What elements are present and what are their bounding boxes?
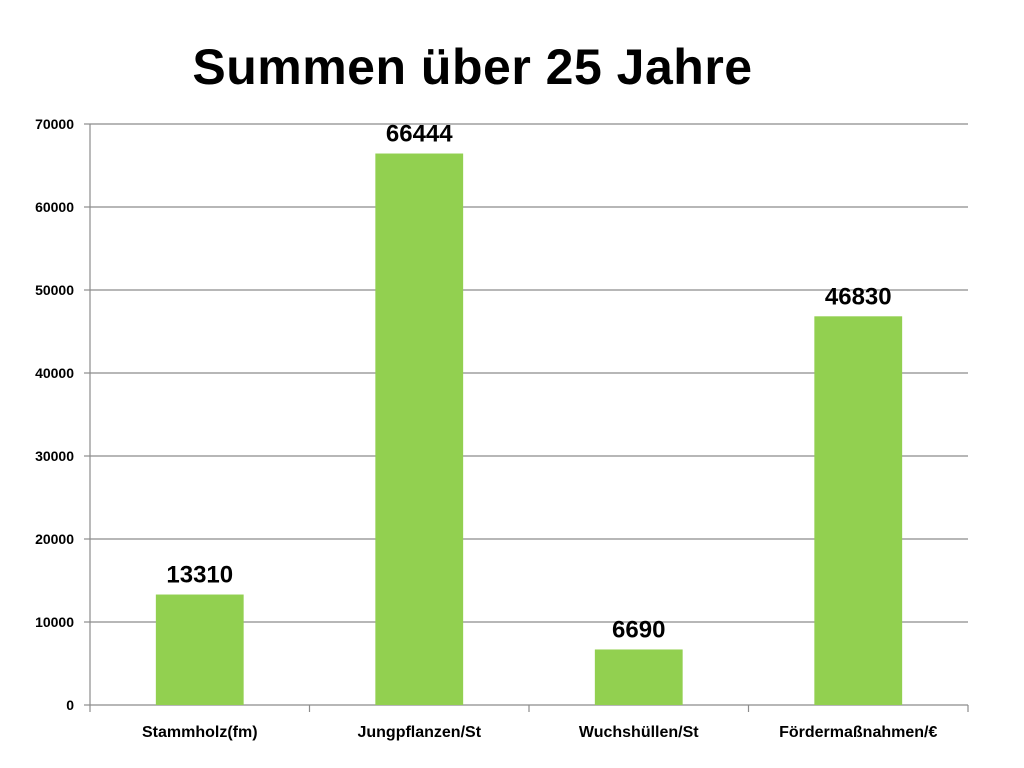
y-tick-label: 70000 [35,116,74,132]
x-tick-label: Wuchshüllen/St [579,724,699,741]
data-labels: 13310 66444 6690 46830 [166,121,891,644]
bar [594,649,683,705]
y-tick-label: 40000 [35,365,74,381]
bars [155,153,903,706]
y-tick-label: 20000 [35,531,74,547]
bar [814,316,903,705]
chart-title: Summen über 25 Jahre [192,39,753,95]
bar [375,153,464,706]
x-tick-label: Jungpflanzen/St [357,724,481,741]
x-axis-tick-labels: Stammholz(fm) Jungpflanzen/St Wuchshüllen/… [142,724,938,741]
y-tick-label: 60000 [35,199,74,215]
y-tick-label: 50000 [35,282,74,298]
x-tick-label: Stammholz(fm) [142,724,258,741]
y-tick-label: 0 [66,697,74,713]
data-label: 46830 [825,283,892,310]
data-label: 6690 [612,616,665,643]
y-tick-label: 10000 [35,614,74,630]
bar [155,594,244,705]
x-tick-label: Fördermaßnahmen/€ [779,724,937,741]
data-label: 66444 [386,121,453,148]
y-axis-tick-labels: 0 10000 20000 30000 40000 50000 60000 70000 [35,116,74,713]
y-tick-label: 30000 [35,448,74,464]
data-label: 13310 [166,562,233,589]
